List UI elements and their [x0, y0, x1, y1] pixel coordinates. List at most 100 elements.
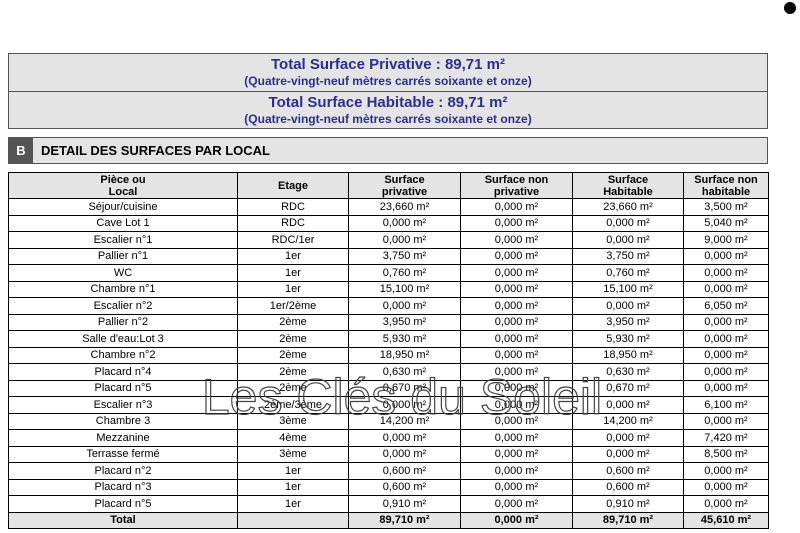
column-header-text: Surface non habitable [694, 173, 758, 198]
table-row: Terrasse fermé 3ème 0,000 m² 0,000 m² 0,000 … [8, 445, 769, 463]
table-row: Placard n°5 1er 0,910 m² 0,000 m² 0,910 m² 0,… [8, 495, 769, 513]
table-row: Escalier n°1 RDC/1er 0,000 m² 0,000 m² 0,000… [8, 231, 769, 249]
total-row: Total 89,710 m² 0,000 m² 89,710 m² 45,610 m² [8, 511, 769, 529]
summary-row: Total Surface Habitable : 89,71 m² (Quat… [9, 91, 767, 129]
cell: 6,050 m² [683, 297, 769, 315]
cell: 0,000 m² [683, 346, 769, 364]
cell: 0,000 m² [460, 429, 573, 447]
summary-words: (Quatre-vingt-neuf mètres carrés soixant… [244, 112, 532, 126]
column-header-text: Surface Habitable [603, 173, 653, 198]
cell: 0,000 m² [460, 330, 573, 348]
column-header-text: Surface privative [381, 173, 428, 198]
summary-row: Total Surface Privative : 89,71 m² (Quat… [9, 54, 767, 91]
cell: 0,000 m² [348, 297, 461, 315]
cell: 0,000 m² [460, 363, 573, 381]
table-row: Pallier n°2 2ème 3,950 m² 0,000 m² 3,950 m² 0… [8, 313, 769, 331]
cell: 5,930 m² [572, 330, 684, 348]
cell: 3,500 m² [683, 198, 769, 216]
cell: 0,000 m² [460, 412, 573, 430]
section-title: DETAIL DES SURFACES PAR LOCAL [41, 143, 270, 158]
cell [237, 511, 349, 529]
column-header: Etage [237, 172, 349, 199]
cell: WC [8, 264, 238, 282]
cell: 9,000 m² [683, 231, 769, 249]
total-cell: 89,710 m² [572, 511, 684, 529]
cell: Escalier n°3 [8, 396, 238, 414]
cell: 0,000 m² [683, 379, 769, 397]
total-cell: 45,610 m² [683, 511, 769, 529]
total-cell: 0,000 m² [460, 511, 573, 529]
cell: 0,000 m² [683, 462, 769, 480]
cell: Pallier n°2 [8, 313, 238, 331]
cell: Salle d'eau:Lot 3 [8, 330, 238, 348]
cell: 3ème [237, 445, 349, 463]
cell: 0,000 m² [348, 214, 461, 232]
cell: Placard n°5 [8, 379, 238, 397]
cell: 0,760 m² [348, 264, 461, 282]
cell: 7,420 m² [683, 429, 769, 447]
cell: 0,000 m² [460, 462, 573, 480]
table-row: Chambre 3 3ème 14,200 m² 0,000 m² 14,200 m² 0… [8, 412, 769, 430]
cell: Placard n°2 [8, 462, 238, 480]
cell: 0,600 m² [572, 462, 684, 480]
cell: 0,000 m² [460, 297, 573, 315]
cell: 0,000 m² [572, 214, 684, 232]
section-header: B DETAIL DES SURFACES PAR LOCAL [8, 137, 768, 164]
cell: 3,750 m² [348, 247, 461, 265]
summary-box: Total Surface Privative : 89,71 m² (Quat… [8, 53, 768, 129]
summary-words: (Quatre-vingt-neuf mètres carrés soixant… [244, 74, 532, 88]
column-header: Surface privative [348, 172, 461, 199]
cell: 2ème [237, 330, 349, 348]
cell: 1er [237, 247, 349, 265]
table-row: Placard n°2 1er 0,600 m² 0,000 m² 0,600 m² 0,… [8, 462, 769, 480]
cell: 0,000 m² [683, 495, 769, 513]
cell: 1er [237, 478, 349, 496]
column-header: Surface Habitable [572, 172, 684, 199]
cell: 3,750 m² [572, 247, 684, 265]
cell: 0,000 m² [348, 231, 461, 249]
cell: 1er [237, 462, 349, 480]
cell: Mezzanine [8, 429, 238, 447]
summary-title: Total Surface Habitable : 89,71 m² [268, 94, 508, 111]
cell: 0,000 m² [572, 297, 684, 315]
cell: 3,950 m² [572, 313, 684, 331]
cell: 0,000 m² [460, 313, 573, 331]
cell: 0,670 m² [348, 379, 461, 397]
cell: 0,670 m² [572, 379, 684, 397]
cell: Placard n°3 [8, 478, 238, 496]
table-row: Placard n°4 2ème 0,630 m² 0,000 m² 0,630 m² 0… [8, 363, 769, 381]
cell: 0,000 m² [572, 396, 684, 414]
cell: 1er [237, 495, 349, 513]
cell: Pallier n°1 [8, 247, 238, 265]
cell: 0,630 m² [348, 363, 461, 381]
summary-title: Total Surface Privative : 89,71 m² [271, 56, 505, 73]
cell: Placard n°4 [8, 363, 238, 381]
cell: 0,000 m² [460, 247, 573, 265]
cell: Placard n°5 [8, 495, 238, 513]
cell: Escalier n°1 [8, 231, 238, 249]
cell: 0,000 m² [460, 379, 573, 397]
cell: 0,000 m² [460, 445, 573, 463]
column-header-text: Pièce ou Local [100, 173, 146, 198]
cell: 18,950 m² [348, 346, 461, 364]
table-row: Chambre n°2 2ème 18,950 m² 0,000 m² 18,950 m… [8, 346, 769, 364]
cell: 0,000 m² [683, 247, 769, 265]
cell: 0,910 m² [348, 495, 461, 513]
cell: 0,910 m² [572, 495, 684, 513]
cell: 18,950 m² [572, 346, 684, 364]
table-row: Salle d'eau:Lot 3 2ème 5,930 m² 0,000 m² 5,9… [8, 330, 769, 348]
cell: RDC/1er [237, 231, 349, 249]
cell: 0,000 m² [460, 231, 573, 249]
cell: 0,000 m² [460, 495, 573, 513]
cell: 0,000 m² [683, 478, 769, 496]
cell: Chambre n°2 [8, 346, 238, 364]
table-row: Pallier n°1 1er 3,750 m² 0,000 m² 3,750 m² 0,… [8, 247, 769, 265]
cell: 0,000 m² [572, 429, 684, 447]
table-row: Chambre n°1 1er 15,100 m² 0,000 m² 15,100 m²… [8, 280, 769, 298]
surface-table: Pièce ou Local Etage Surface privative Surf… [8, 172, 769, 529]
table-row: Escalier n°2 1er/2ème 0,000 m² 0,000 m² 0,00… [8, 297, 769, 315]
cell: 0,000 m² [348, 429, 461, 447]
table-row: Cave Lot 1 RDC 0,000 m² 0,000 m² 0,000 m² 5,0… [8, 214, 769, 232]
column-header-text: Etage [278, 179, 308, 192]
